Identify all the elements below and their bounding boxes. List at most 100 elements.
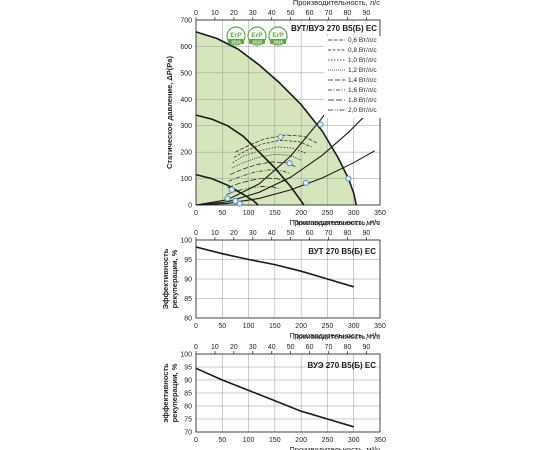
sfp-curve [231, 153, 302, 169]
badge-top-text: ErP [230, 32, 242, 39]
legend-label: 0,8 Вт/л/с [348, 47, 377, 54]
x-tick-label: 200 [295, 437, 307, 444]
badge-top-text: ErP [272, 32, 284, 39]
x-tick-label: 300 [348, 323, 360, 330]
sfp-curve [227, 177, 286, 189]
x-tick-label: 350 [374, 210, 386, 217]
x2-axis-label: Производительность, л/с [293, 332, 380, 341]
x2-tick-label: 0 [194, 344, 198, 351]
operating-point-marker [224, 195, 231, 202]
legend-label: 2,0 Вт/л/с [348, 107, 377, 114]
legend-label: 1,4 Вт/л/с [348, 77, 377, 84]
x2-tick-label: 20 [230, 230, 238, 237]
badge-year-text: 2016 [231, 39, 241, 44]
y-tick-label: 80 [184, 404, 192, 411]
series-line [195, 246, 354, 288]
x-tick-label: 300 [348, 437, 360, 444]
sfp-curve [233, 139, 312, 158]
y-tick-label: 200 [180, 150, 192, 157]
plot-frame [195, 353, 381, 433]
y-tick-label: 600 [180, 44, 192, 51]
x-tick-label: 50 [218, 437, 226, 444]
y-axis-label: Статическое давление, ΔP(Pa) [165, 56, 174, 169]
x2-tick-label: 10 [211, 344, 219, 351]
operating-point-marker [228, 186, 235, 193]
y-tick-label: 100 [180, 238, 192, 245]
chart-title: ВУТ 270 В5(Б) ЕС [308, 247, 376, 256]
x2-tick-label: 30 [249, 344, 257, 351]
y-tick-label: 90 [184, 277, 192, 284]
x-tick-label: 150 [269, 210, 281, 217]
x2-tick-label: 40 [268, 230, 276, 237]
x2-axis-label: Производительность, л/с [293, 218, 380, 227]
x-tick-label: 350 [374, 323, 386, 330]
x2-tick-label: 70 [325, 230, 333, 237]
x-tick-label: 100 [243, 210, 255, 217]
operating-zone [196, 20, 357, 205]
operating-point-marker [277, 133, 284, 140]
legend-label: 1,0 Вт/л/с [348, 57, 377, 64]
y-tick-label: 70 [184, 430, 192, 437]
x-tick-label: 50 [218, 323, 226, 330]
sfp-curve [228, 169, 291, 182]
x2-tick-label: 50 [287, 10, 295, 17]
series-line [195, 31, 358, 206]
legend-label: 0,6 Вт/л/с [348, 37, 377, 44]
operating-point-marker [317, 121, 324, 128]
chart-title: ВУЭ 270 В5(Б) ЕС [308, 361, 377, 370]
x-tick-label: 200 [295, 323, 307, 330]
x2-tick-label: 10 [211, 230, 219, 237]
x2-tick-label: 80 [344, 10, 352, 17]
operating-point-marker [232, 198, 239, 205]
legend-label: 1,6 Вт/л/с [348, 87, 377, 94]
chart-title: ВУТ/ВУЭ 270 В5(Б) ЕС [291, 24, 377, 33]
x-tick-label: 200 [295, 210, 307, 217]
y-tick-label: 300 [180, 123, 192, 130]
y-tick-label: 100 [180, 176, 192, 183]
x2-tick-label: 90 [362, 10, 370, 17]
x-tick-label: 150 [269, 323, 281, 330]
sfp-curve [232, 146, 307, 163]
badge-year-text: 2018 [252, 39, 262, 44]
x2-tick-label: 20 [230, 10, 238, 17]
operating-point-marker [302, 179, 309, 186]
y-axis-label: Эффективностьрекуперации, % [161, 248, 179, 309]
x-tick-label: 250 [322, 210, 334, 217]
system-curve [195, 110, 370, 206]
y-tick-label: 90 [184, 378, 192, 385]
x-tick-label: 0 [194, 210, 198, 217]
x2-tick-label: 90 [362, 230, 370, 237]
x2-tick-label: 40 [268, 344, 276, 351]
y-tick-label: 100 [180, 352, 192, 359]
y-tick-label: 0 [188, 203, 192, 210]
title-background [304, 23, 378, 34]
x2-tick-label: 60 [306, 344, 314, 351]
x-tick-label: 250 [322, 323, 334, 330]
y-tick-label: 700 [180, 18, 192, 25]
x-tick-label: 300 [348, 210, 360, 217]
operating-point-marker [286, 160, 293, 167]
badge-band [249, 39, 265, 44]
x2-tick-label: 50 [287, 344, 295, 351]
y-tick-label: 80 [184, 316, 192, 323]
series-line [195, 367, 354, 428]
badge-band [228, 39, 244, 44]
legend-label: 1,8 Вт/л/с [348, 97, 377, 104]
x-tick-label: 0 [194, 437, 198, 444]
x2-tick-label: 90 [362, 344, 370, 351]
y-tick-label: 400 [180, 97, 192, 104]
y-tick-label: 75 [184, 417, 192, 424]
x-axis-label: Производительность, м³/ч [289, 445, 380, 450]
sfp-curve [226, 186, 281, 195]
x2-tick-label: 40 [268, 10, 276, 17]
x2-tick-label: 0 [194, 10, 198, 17]
x2-tick-label: 80 [344, 230, 352, 237]
x2-tick-label: 60 [306, 230, 314, 237]
x2-tick-label: 10 [211, 10, 219, 17]
x-axis-label: Производительность, м³/ч [289, 331, 380, 340]
x-tick-label: 50 [218, 210, 226, 217]
badge-year-text: 2018 [273, 39, 283, 44]
